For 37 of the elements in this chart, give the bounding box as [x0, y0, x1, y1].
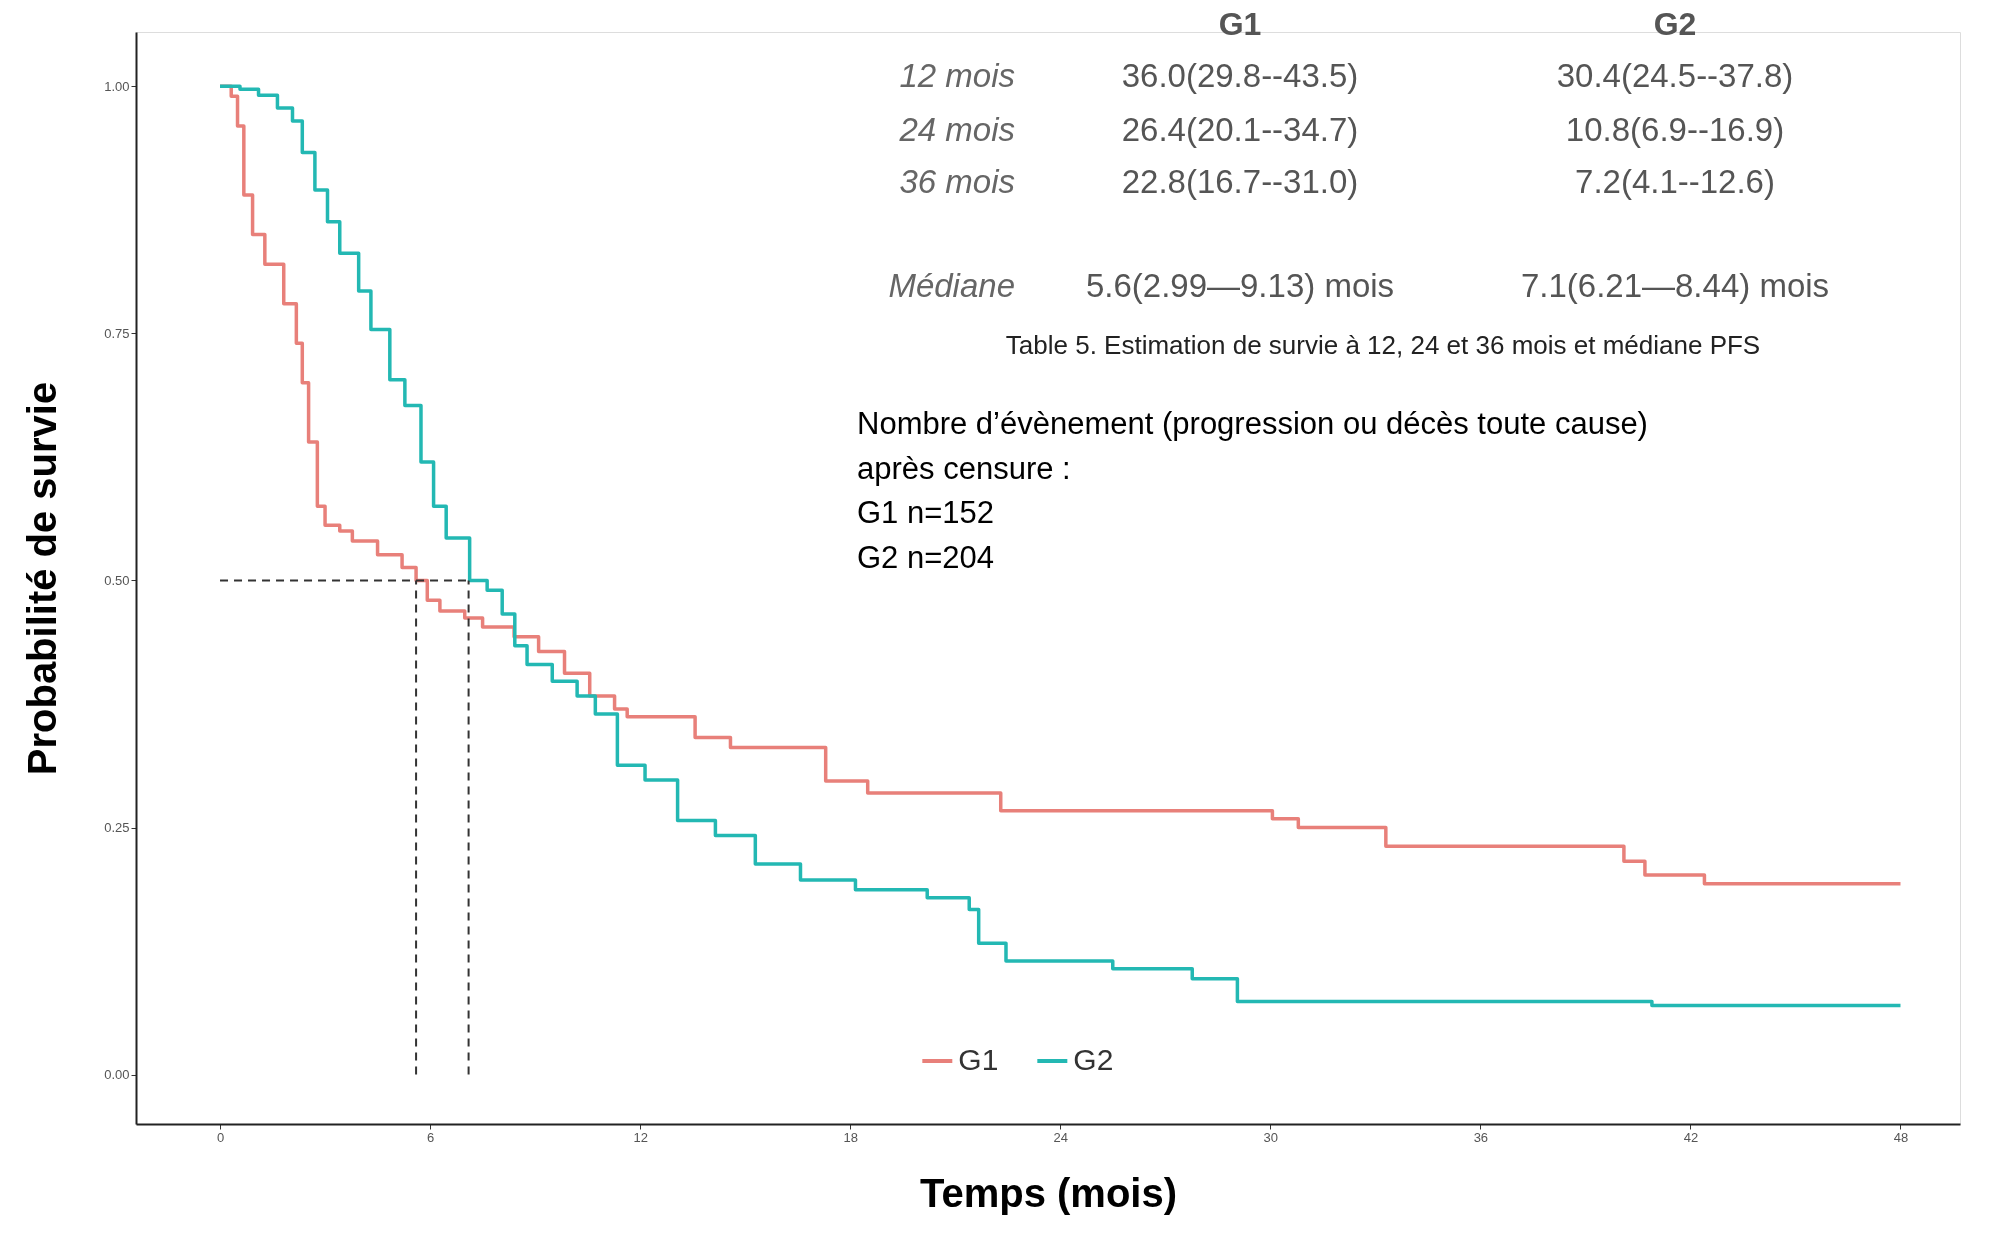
legend-label: G1: [958, 1043, 999, 1076]
y-tick-label: 0.50: [104, 572, 130, 588]
annotation: G1: [1218, 6, 1262, 42]
annotation: 26.4(20.1--34.7): [1121, 111, 1359, 148]
annotation: G1 n=152: [857, 495, 995, 530]
annotation: 5.6(2.99—9.13) mois: [1085, 267, 1395, 304]
x-tick-label: 48: [1893, 1129, 1909, 1145]
legend-label: G2: [1073, 1043, 1114, 1076]
x-tick-label: 24: [1053, 1129, 1068, 1145]
annotation: G2: [1653, 6, 1697, 42]
annotation: 36.0(29.8--43.5): [1121, 57, 1359, 94]
annotation: Table 5. Estimation de survie à 12, 24 et 36 mois et médiane PFS: [1005, 330, 1761, 360]
x-tick-label: 30: [1263, 1129, 1279, 1145]
y-tick-label: 0.00: [104, 1067, 130, 1083]
annotation: 22.8(16.7--31.0): [1121, 163, 1359, 200]
annotation: après censure :: [857, 450, 1071, 486]
x-tick-label: 12: [633, 1129, 648, 1145]
annotation: 30.4(24.5--37.8): [1556, 57, 1794, 94]
annotation: G2 n=204: [857, 539, 995, 575]
annotation: 10.8(6.9--16.9): [1565, 111, 1785, 148]
x-axis-title: Temps (mois): [919, 1170, 1178, 1215]
annotation: Médiane: [888, 267, 1015, 304]
annotation: 7.2(4.1--12.6): [1575, 163, 1775, 200]
y-tick-label: 1.00: [104, 78, 130, 94]
annotation: 7.1(6.21—8.44) mois: [1520, 267, 1830, 304]
x-tick-label: 42: [1683, 1129, 1699, 1145]
y-axis-title: Probabilité de survie: [20, 381, 65, 776]
x-tick-label: 36: [1473, 1129, 1489, 1145]
y-tick-label: 0.25: [104, 820, 130, 836]
annotation: 36 mois: [899, 163, 1015, 200]
x-tick-label: 0: [216, 1129, 225, 1145]
x-tick-label: 18: [843, 1129, 858, 1145]
y-tick-label: 0.75: [104, 325, 130, 341]
x-tick-label: 6: [426, 1129, 435, 1145]
annotation: 24 mois: [898, 111, 1015, 148]
annotation: 12 mois: [899, 57, 1015, 94]
annotation: Nombre d’évènement (progression ou décès toute cause): [857, 406, 1648, 441]
